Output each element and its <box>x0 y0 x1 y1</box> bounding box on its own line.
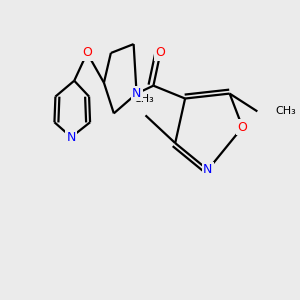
Text: O: O <box>82 46 92 59</box>
Text: N: N <box>67 130 76 144</box>
Text: CH₃: CH₃ <box>133 94 154 104</box>
Text: O: O <box>155 46 165 59</box>
Text: CH₃: CH₃ <box>275 106 296 116</box>
Text: N: N <box>203 163 212 176</box>
Text: O: O <box>238 121 248 134</box>
Text: N: N <box>132 87 141 100</box>
